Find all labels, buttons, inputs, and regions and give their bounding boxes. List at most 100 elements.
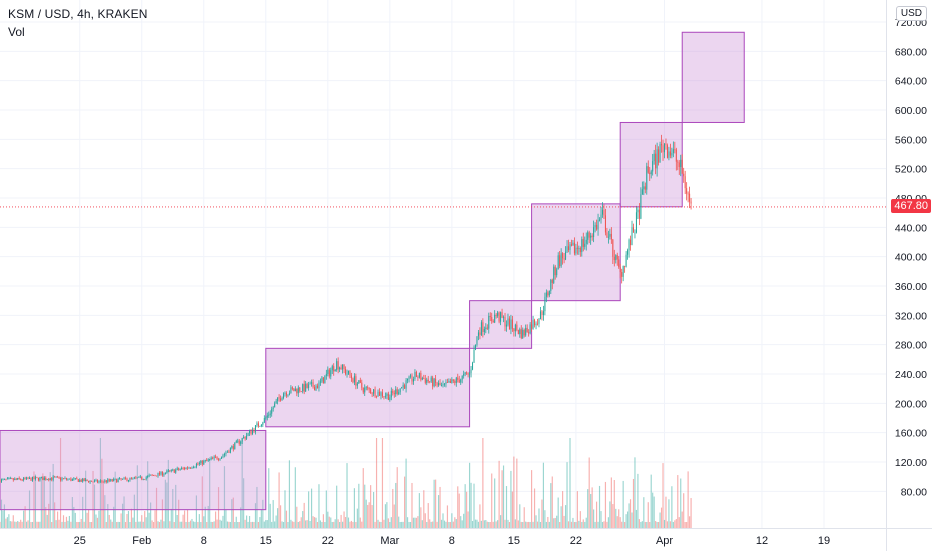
volume-bar [510,470,512,528]
time-axis[interactable]: 25 Feb 8 15 22 Mar 8 15 22 Apr 12 19 [0,528,886,551]
symbol-title[interactable]: KSM / USD, 4h, KRAKEN [8,7,148,21]
volume-bar [209,457,211,528]
candle-body [207,459,209,461]
candle-body [358,380,360,384]
volume-bar [435,479,437,528]
candle-body [572,242,574,246]
volume-bar [550,483,552,528]
volume-bar [545,521,547,528]
volume-bar [253,521,255,528]
volume-bar [595,501,598,528]
volume-bar [290,519,292,528]
candle-body [485,327,487,329]
candle-body [336,361,338,370]
volume-bar [582,519,584,528]
candle-body [646,166,648,190]
candle-body [17,477,19,480]
volume-bar [319,520,322,528]
candle-body [661,144,663,146]
candle-body [386,393,388,396]
candle-body [83,478,85,482]
candle-body [275,400,277,404]
volume-bar [600,511,602,528]
candle-body [244,437,246,439]
candle-body [438,383,440,386]
candle-body [308,384,310,388]
candle-body [448,381,450,383]
volume-bar [427,503,429,528]
volume-bar [287,521,289,528]
candle-body [303,384,305,392]
candle-body [315,385,317,391]
volume-bar [411,482,413,528]
candlestick-chart[interactable] [0,0,886,528]
candle-body [495,314,497,316]
candle-body [254,425,256,432]
candle-body [124,477,127,479]
candle-body [409,375,412,377]
volume-bar [318,484,320,528]
candle-body [274,403,276,408]
candle-body [560,253,562,267]
candle-body [674,149,676,151]
volume-bar [207,505,209,528]
volume-bar [652,492,654,528]
candle-body [678,162,680,168]
candle-body [139,476,141,478]
volume-bar [229,521,231,528]
candle-body [454,380,456,384]
volume-bar [446,505,449,528]
volume-bar [347,517,350,528]
currency-button[interactable]: USD [895,6,927,21]
candle-body [21,479,23,481]
price-tick-label: 360.00 [895,281,927,293]
volume-bar [80,518,82,528]
candle-body [656,149,658,169]
candle-body [573,242,575,254]
candle-body [404,385,406,389]
volume-bar [25,521,28,528]
volume-bar [119,521,121,528]
volume-bar [449,521,451,528]
volume-bar [74,512,76,528]
candle-body [443,383,445,385]
candle-body [638,209,640,219]
volume-bar [544,510,546,528]
candle-body [220,457,223,459]
volume-bar [46,514,48,528]
candle-body [567,246,570,250]
volume-bar [598,485,601,528]
price-axis[interactable]: 80.00 120.00 160.00 200.00 240.00 280.00 320.0… [886,0,932,528]
volume-indicator-label[interactable]: Vol [8,25,25,39]
price-tick-label: 320.00 [895,310,927,322]
volume-bar [178,499,180,528]
volume-bar [669,521,671,528]
volume-bar [303,502,305,528]
volume-bar [43,476,45,528]
time-tick-label: Apr [656,535,673,547]
volume-bar [262,499,264,528]
volume-bar [48,503,50,528]
candle-body [659,144,661,163]
candle-body [163,474,165,476]
volume-bar [219,519,221,528]
chart-pane[interactable] [0,0,886,528]
candle-body [48,479,50,481]
volume-bar [200,521,202,528]
volume-bar [231,499,233,528]
volume-bar [282,522,285,528]
candle-body [480,322,482,335]
volume-bar [619,517,621,528]
volume-bar [417,516,419,528]
volume-bars [0,438,692,528]
candle-body [172,469,174,471]
candle-body [192,467,194,469]
candle-body [312,382,314,388]
volume-bar [340,514,342,528]
candle-body [73,478,75,480]
volume-bar [204,506,206,528]
candle-body [46,479,48,481]
candle-body [686,188,688,194]
candle-body [576,247,578,249]
candle-body [337,361,339,370]
